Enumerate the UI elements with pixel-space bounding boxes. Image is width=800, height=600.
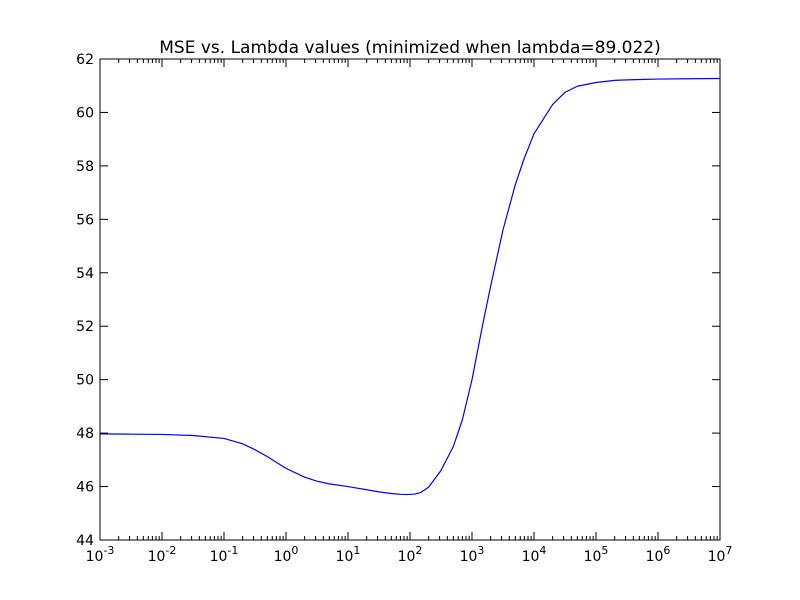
x-tick-label: 106 [646, 544, 671, 565]
x-tick-label: 101 [336, 544, 361, 565]
y-tick-label: 58 [76, 159, 94, 175]
x-tick-label: 10-3 [86, 544, 115, 565]
x-tick-label: 105 [584, 544, 609, 565]
x-tick-label: 103 [460, 544, 485, 565]
y-tick-label: 50 [76, 373, 94, 389]
y-tick-label: 46 [76, 480, 94, 496]
y-tick-label: 48 [76, 426, 94, 442]
y-tick-label: 60 [76, 105, 94, 121]
x-tick-label: 10-2 [148, 544, 177, 565]
chart-title: MSE vs. Lambda values (minimized when la… [159, 38, 661, 58]
y-tick-label: 56 [76, 212, 94, 228]
x-tick-label: 107 [708, 544, 733, 565]
y-tick-label: 54 [76, 266, 94, 282]
series-line-0 [99, 77, 721, 496]
y-tick-label: 52 [76, 319, 94, 335]
plot-area: 10-3 10-2 10-1 100 101 102 103 104 105 106 107 44 46… [76, 52, 732, 565]
x-tick-label: 102 [398, 544, 423, 565]
x-tick-label: 100 [274, 544, 299, 565]
x-tick-label: 10-1 [210, 544, 239, 565]
x-tick-label: 104 [522, 544, 547, 565]
y-tick-label: 44 [76, 533, 94, 549]
y-tick-label: 62 [76, 52, 94, 68]
